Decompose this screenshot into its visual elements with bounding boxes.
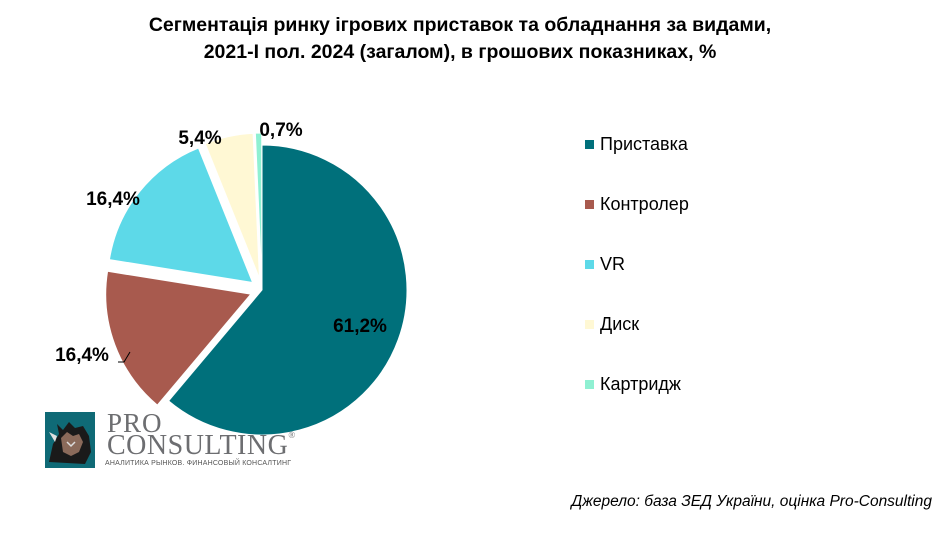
pie-slice-5 <box>254 132 263 279</box>
legend-label: Диск <box>600 314 640 334</box>
data-label-4: 5,4% <box>178 128 221 149</box>
legend-swatch <box>585 260 594 269</box>
data-label-1: 61,2% <box>333 316 387 337</box>
logo-consulting-text: CONSULTING® <box>107 430 296 462</box>
source-note: Джерело: база ЗЕД України, оцінка Pro-Co… <box>571 493 932 510</box>
data-label-3: 16,4% <box>86 189 140 210</box>
chart-title: Сегментація ринку ігрових приставок та о… <box>0 12 920 66</box>
legend-item-2: Контролер <box>585 192 689 252</box>
legend-item-4: Диск <box>585 312 689 372</box>
chart-title-line-2: 2021-І пол. 2024 (загалом), в грошових п… <box>203 41 717 63</box>
pie-slice-1 <box>167 144 408 436</box>
data-label-5: 0,7% <box>259 120 302 141</box>
legend-label: Приставка <box>600 134 688 154</box>
legend-swatch <box>585 380 594 389</box>
pie-slice-3 <box>108 147 254 284</box>
data-label-2: 16,4% <box>55 345 109 366</box>
chart-legend: Приставка Контролер VR Диск Картридж <box>585 132 689 432</box>
pie-slice-4 <box>204 132 260 279</box>
legend-swatch <box>585 140 594 149</box>
logo-consulting-word: CONSULTING <box>107 430 289 461</box>
legend-label: VR <box>600 254 626 274</box>
rhino-logo-icon <box>45 412 95 468</box>
logo-registered-mark: ® <box>288 430 296 440</box>
chart-title-line-1: Сегментація ринку ігрових приставок та о… <box>148 14 772 36</box>
logo-tagline: АНАЛИТИКА РЫНКОВ. ФИНАНСОВЫЙ КОНСАЛТИНГ <box>105 460 292 467</box>
legend-item-3: VR <box>585 252 689 312</box>
legend-swatch <box>585 200 594 209</box>
pie-slice-2 <box>105 270 252 406</box>
legend-item-5: Картридж <box>585 372 689 432</box>
pro-consulting-logo: PRO CONSULTING® АНАЛИТИКА РЫНКОВ. ФИНАНС… <box>45 408 305 470</box>
logo-pro-text: PRO <box>107 408 163 438</box>
leader-line <box>118 351 131 363</box>
legend-swatch <box>585 320 594 329</box>
legend-label: Картридж <box>600 374 681 394</box>
legend-item-1: Приставка <box>585 132 689 192</box>
legend-label: Контролер <box>600 194 689 214</box>
